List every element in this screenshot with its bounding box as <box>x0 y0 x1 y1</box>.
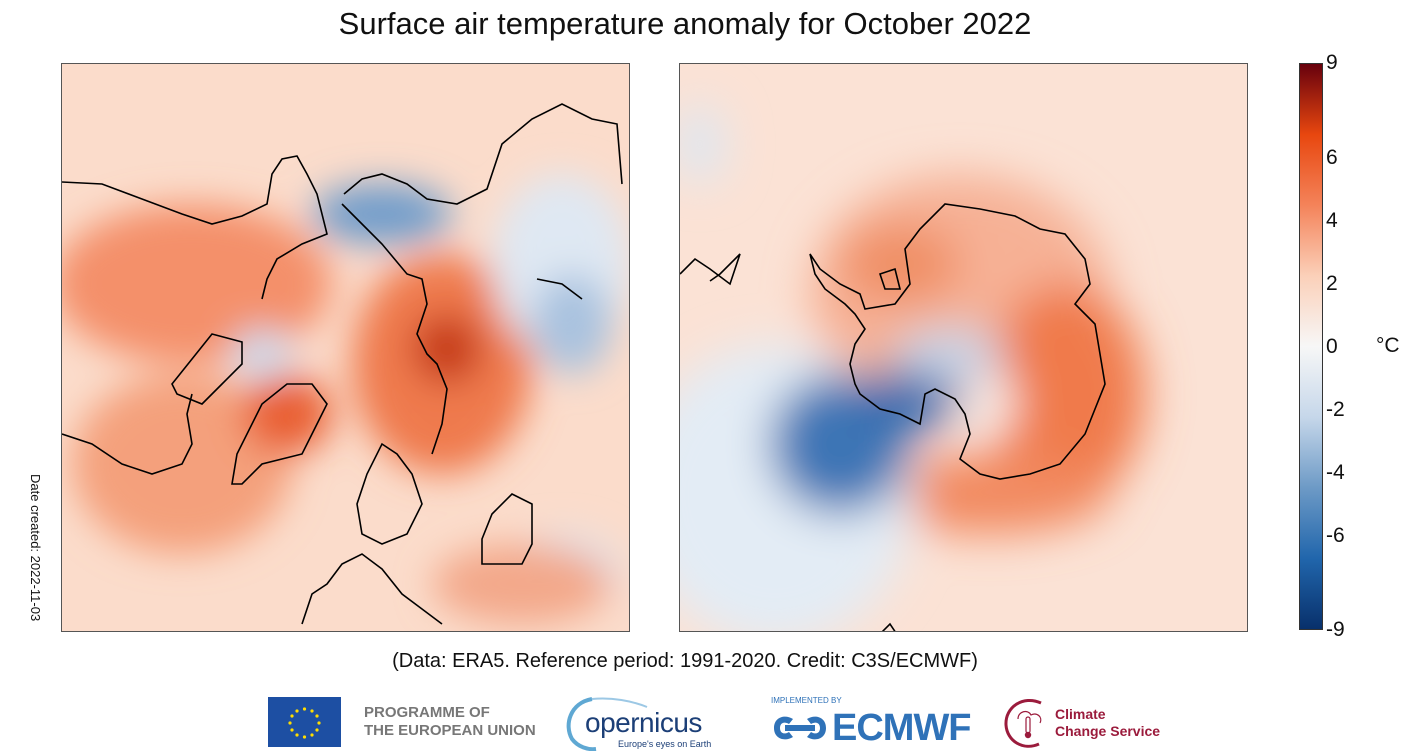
coastline <box>536 278 583 300</box>
eu-line-1: PROGRAMME OF <box>364 704 490 721</box>
coastline <box>481 493 533 565</box>
date-created: Date created: 2022-11-03 <box>28 474 43 622</box>
colorbar-tick-label: -2 <box>1326 397 1345 421</box>
colorbar <box>1299 63 1323 630</box>
coastline <box>878 267 902 290</box>
colorbar-tick-label: 6 <box>1326 145 1338 169</box>
colorbar-tick-label: 4 <box>1326 208 1338 232</box>
data-credit: (Data: ERA5. Reference period: 1991-2020… <box>392 650 978 672</box>
map-panel-south <box>679 63 1248 632</box>
coastlines <box>680 203 1106 631</box>
coastline <box>343 103 623 205</box>
eu-line-2: THE EUROPEAN UNION <box>364 722 536 739</box>
anomaly-blob <box>680 104 725 184</box>
anomaly-blob <box>985 284 1145 504</box>
copernicus-tagline: Europe's eyes on Earth <box>618 739 712 749</box>
implemented-by-label: IMPLEMENTED BY <box>771 696 842 705</box>
coastline <box>231 383 328 485</box>
coastline <box>356 442 423 545</box>
coastline <box>809 203 1106 480</box>
anomaly-blob <box>412 314 482 384</box>
anomaly-blob <box>965 374 1015 434</box>
anomaly-blob <box>232 329 292 379</box>
copernicus-wordmark: opernicus <box>585 707 702 738</box>
colorbar-tick-label: -9 <box>1326 618 1345 641</box>
c3s-line-2: Change Service <box>1055 723 1161 739</box>
coastline <box>62 155 328 300</box>
anomaly-blob <box>242 374 332 454</box>
colorbar-tick-label: 9 <box>1326 51 1338 74</box>
c3s-line-1: Climate <box>1055 706 1106 722</box>
eu-programme-text: PROGRAMME OF THE EUROPEAN UNION <box>364 704 536 740</box>
colorbar-unit: °C <box>1376 334 1400 357</box>
colorbar-tick-label: -6 <box>1326 523 1345 547</box>
anomaly-blob <box>312 184 452 244</box>
coastline <box>171 333 243 405</box>
ecmwf-logo-icon <box>774 716 826 740</box>
c3s-text: Climate Change Service <box>1055 706 1160 740</box>
anomaly-blob <box>532 274 612 374</box>
eu-stars-icon <box>288 707 321 739</box>
climate-change-service-logo-icon <box>1004 699 1042 748</box>
coastline <box>62 393 193 475</box>
eu-flag-logo <box>268 697 341 747</box>
coastline <box>301 553 443 625</box>
coastline <box>881 622 896 631</box>
colorbar-tick-label: 0 <box>1326 334 1338 358</box>
coastlines <box>62 103 623 625</box>
anomaly-blob <box>62 204 332 364</box>
ecmwf-wordmark: ECMWF <box>832 707 972 749</box>
anomaly-blob <box>840 224 960 304</box>
copernicus-logo-icon <box>566 697 648 751</box>
anomaly-blob <box>870 454 1110 534</box>
colorbar-tick-label: 2 <box>1326 271 1338 295</box>
anomaly-blob <box>860 369 960 429</box>
map-panel-north <box>61 63 630 632</box>
colorbar-tick-label: -4 <box>1326 460 1345 484</box>
coastline <box>680 253 741 286</box>
anomaly-blob <box>895 329 1005 379</box>
chart-title: Surface air temperature anomaly for Octo… <box>338 6 1032 41</box>
anomaly-blob <box>432 544 612 624</box>
coastline <box>341 203 448 455</box>
